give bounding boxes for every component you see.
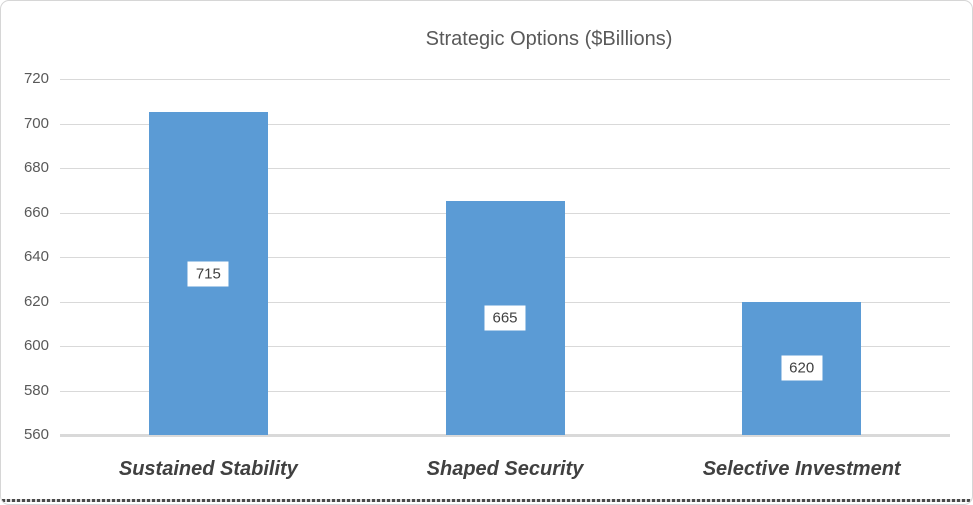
y-tick-label-700: 700 — [23, 114, 49, 132]
y-tick-label-580: 580 — [23, 381, 49, 399]
category-label-sustained-stability: Sustained Stability — [118, 458, 298, 480]
data-label-sustained-stability: 715 — [187, 261, 229, 287]
gridline-680 — [60, 168, 950, 169]
x-axis-line — [60, 434, 950, 437]
bottom-edge-line — [2, 499, 971, 502]
y-tick-label-600: 600 — [23, 337, 49, 354]
gridline-700 — [60, 123, 950, 125]
data-label-selective-investment: 620 — [781, 355, 823, 381]
y-tick-label-680: 680 — [23, 159, 49, 176]
y-tick-label-620: 620 — [23, 292, 49, 310]
y-tick-label-560: 560 — [23, 426, 49, 443]
chart-title: Strategic Options ($Billions) — [425, 28, 673, 50]
category-label-selective-investment: Selective Investment — [702, 458, 901, 480]
y-tick-label-660: 660 — [23, 203, 49, 221]
category-label-shaped-security: Shaped Security — [426, 458, 584, 480]
y-tick-label-720: 720 — [23, 70, 49, 87]
plot-area: 715 665 620 — [60, 79, 950, 437]
data-label-shaped-security: 665 — [484, 305, 526, 331]
gridline-720 — [60, 79, 950, 80]
y-tick-label-640: 640 — [23, 248, 49, 265]
